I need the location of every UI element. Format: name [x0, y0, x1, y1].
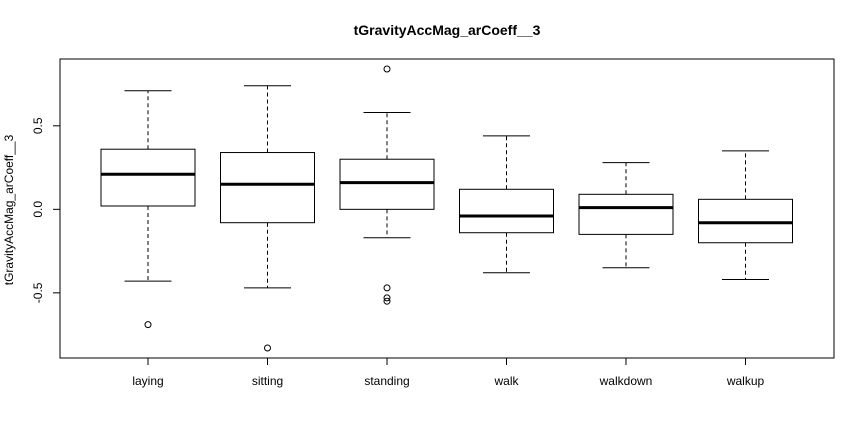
box-walkup	[698, 150, 793, 280]
box-laying	[100, 90, 196, 329]
x-tick-label: standing	[364, 374, 409, 388]
chart-title: tGravityAccMag_arCoeff__3	[354, 22, 541, 38]
outlier-point	[383, 297, 391, 305]
x-tick-label: walkup	[726, 374, 765, 388]
x-axis: laying sitting standing walk walkdown walkup	[132, 357, 765, 388]
x-tick-label: walk	[493, 374, 519, 388]
box-walk	[459, 135, 554, 274]
outlier-point	[264, 344, 271, 352]
y-tick-label: -0.5	[31, 282, 45, 303]
iqr-box	[339, 158, 435, 210]
outlier-point	[383, 284, 391, 292]
x-tick-label: walkdown	[599, 374, 653, 388]
x-tick-label: sitting	[252, 374, 283, 388]
box-walkdown	[578, 162, 674, 269]
iqr-box	[459, 188, 554, 234]
iqr-box	[100, 148, 196, 207]
iqr-box	[698, 198, 793, 244]
iqr-box	[578, 193, 674, 235]
y-axis: -0.5 0.0 0.5	[31, 117, 61, 303]
y-tick-label: 0.0	[31, 201, 45, 218]
iqr-box	[220, 152, 315, 224]
y-tick-label: 0.5	[31, 117, 45, 134]
x-tick-label: laying	[132, 374, 163, 388]
y-axis-label: tGravityAccMag_arCoeff__3	[2, 134, 16, 285]
outlier-point	[144, 321, 152, 329]
boxes-layer	[100, 65, 793, 352]
outlier-point	[383, 294, 391, 302]
box-sitting	[220, 85, 315, 352]
outlier-point	[383, 65, 391, 73]
box-standing	[339, 65, 435, 305]
